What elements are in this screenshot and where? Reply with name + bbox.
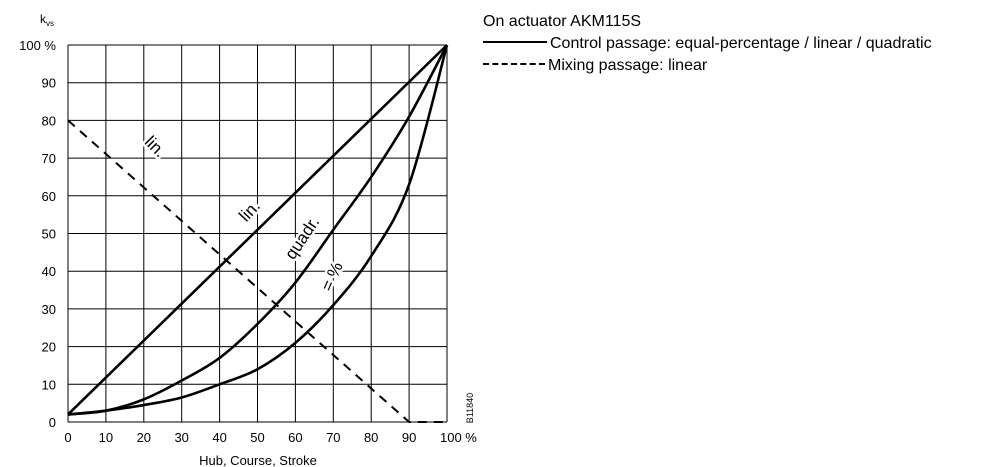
- legend: On actuator AKM115S Control passage: equ…: [483, 11, 988, 77]
- y-tick-label: 30: [42, 302, 56, 317]
- series-line-2: [67, 44, 449, 416]
- x-axis-label: Hub, Course, Stroke: [199, 453, 317, 467]
- dashed-line-swatch: [483, 62, 545, 65]
- grid: [67, 44, 448, 423]
- y-tick-label: 10: [42, 377, 56, 392]
- y-tick-label: 100 %: [19, 38, 56, 53]
- curve-annotations: lin. quadr.= % lin.: [138, 130, 349, 297]
- y-tick-label: 50: [42, 227, 56, 242]
- y-tick-label: 0: [49, 415, 56, 430]
- series-line-3: [67, 119, 447, 423]
- x-tick-label: 50: [250, 430, 264, 445]
- curve-label: lin.: [235, 196, 264, 225]
- y-tick-label: 80: [42, 113, 56, 128]
- figure-code: B11840: [465, 393, 475, 423]
- legend-solid-label: Control passage: equal-percentage / line…: [550, 35, 932, 52]
- tick-labels: 0 10 20 30 40 50 60 70 80 90 100 % 0 10 20 30 40 50 60 70 8…: [19, 38, 477, 445]
- legend-title: On actuator AKM115S: [483, 13, 642, 30]
- x-tick-label: 60: [288, 430, 302, 445]
- x-tick-label: 100 %: [440, 430, 477, 445]
- legend-dashed-label: Mixing passage: linear: [548, 57, 708, 74]
- series-line-0: [67, 44, 448, 416]
- y-tick-label: 40: [42, 264, 56, 279]
- series-line-1: [67, 44, 449, 416]
- y-tick-label: 60: [42, 189, 56, 204]
- y-axis-title: kvs: [40, 12, 54, 28]
- x-tick-label: 30: [174, 430, 188, 445]
- x-tick-label: 40: [212, 430, 226, 445]
- curve-label: = %: [317, 259, 346, 294]
- x-tick-label: 70: [326, 430, 340, 445]
- curve-label: lin.: [141, 132, 170, 161]
- series-lines: [67, 44, 449, 423]
- y-tick-label: 20: [42, 340, 56, 355]
- legend-item-dashed: Mixing passage: linear: [483, 55, 988, 77]
- x-tick-label: 10: [99, 430, 113, 445]
- y-tick-label: 90: [42, 76, 56, 91]
- y-axis-title-subscript: vs: [46, 19, 54, 28]
- curve-label: quadr.: [281, 213, 323, 263]
- x-tick-label: 0: [64, 430, 71, 445]
- solid-line-swatch: [483, 40, 547, 43]
- x-tick-label: 80: [364, 430, 378, 445]
- x-tick-label: 90: [402, 430, 416, 445]
- y-tick-label: 70: [42, 151, 56, 166]
- legend-item-solid: Control passage: equal-percentage / line…: [483, 33, 988, 55]
- x-tick-label: 20: [137, 430, 151, 445]
- valve-characteristic-chart: 0 10 20 30 40 50 60 70 80 90 100 % 0 10 20 30 40 50 60 70 8…: [19, 12, 477, 467]
